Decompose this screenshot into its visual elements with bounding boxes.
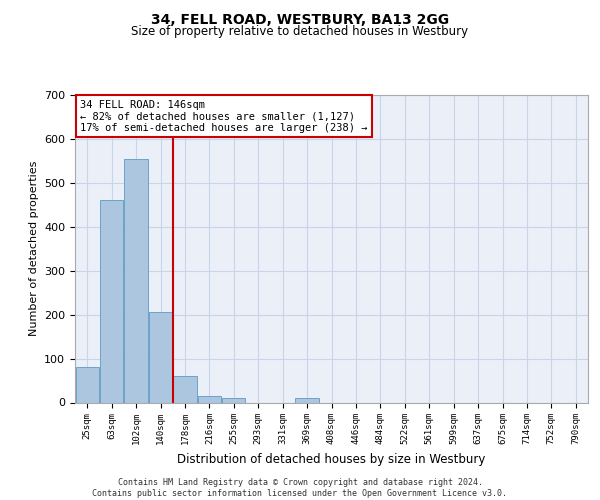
Bar [173, 376, 197, 402]
Bar [295, 398, 319, 402]
Bar [100, 200, 123, 402]
X-axis label: Distribution of detached houses by size in Westbury: Distribution of detached houses by size … [178, 453, 485, 466]
Y-axis label: Number of detached properties: Number of detached properties [29, 161, 38, 336]
Bar [222, 398, 245, 402]
Text: Size of property relative to detached houses in Westbury: Size of property relative to detached ho… [131, 25, 469, 38]
Text: 34, FELL ROAD, WESTBURY, BA13 2GG: 34, FELL ROAD, WESTBURY, BA13 2GG [151, 12, 449, 26]
Bar [198, 396, 221, 402]
Bar [149, 312, 172, 402]
Bar [76, 368, 99, 402]
Text: Contains HM Land Registry data © Crown copyright and database right 2024.
Contai: Contains HM Land Registry data © Crown c… [92, 478, 508, 498]
Bar [124, 158, 148, 402]
Text: 34 FELL ROAD: 146sqm
← 82% of detached houses are smaller (1,127)
17% of semi-de: 34 FELL ROAD: 146sqm ← 82% of detached h… [80, 100, 368, 133]
